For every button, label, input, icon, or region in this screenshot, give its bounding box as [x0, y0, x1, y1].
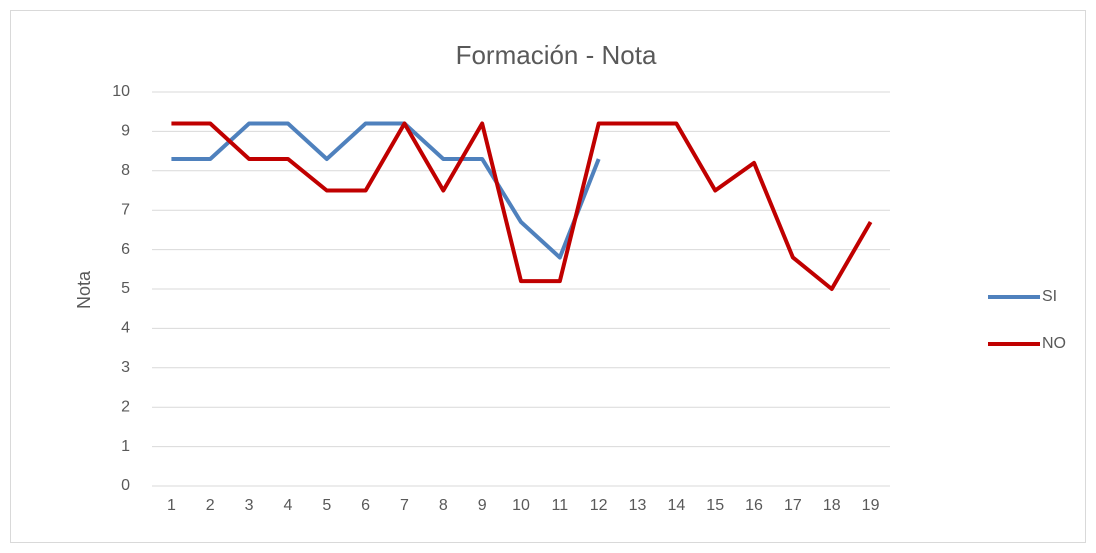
y-tick-label: 1 — [121, 438, 130, 455]
series-line — [171, 121, 873, 291]
y-tick-label: 5 — [121, 280, 130, 297]
x-tick-label: 3 — [245, 497, 254, 514]
y-tick-label: 6 — [121, 241, 130, 258]
y-axis-label: Nota — [74, 270, 94, 309]
x-tick-label: 5 — [322, 497, 331, 514]
chart-border — [10, 10, 1086, 543]
x-tick-label: 1 — [167, 497, 176, 514]
x-tick-label: 15 — [706, 497, 724, 514]
legend-label: SI — [1042, 288, 1057, 305]
y-tick-label: 10 — [112, 83, 130, 100]
x-tick-label: 6 — [361, 497, 370, 514]
x-tick-label: 11 — [552, 497, 569, 514]
x-tick-label: 14 — [667, 497, 685, 514]
y-tick-label: 2 — [121, 398, 130, 415]
x-tick-label: 17 — [784, 497, 802, 514]
y-tick-label: 3 — [121, 359, 130, 376]
x-tick-label: 13 — [629, 497, 647, 514]
x-tick-label: 16 — [745, 497, 763, 514]
x-tick-label: 12 — [590, 497, 608, 514]
y-tick-label: 7 — [121, 201, 130, 218]
x-tick-label: 4 — [283, 497, 292, 514]
x-tick-label: 10 — [512, 497, 530, 514]
x-tick-label: 9 — [478, 497, 487, 514]
legend-label: NO — [1042, 335, 1066, 352]
y-tick-label: 8 — [121, 162, 130, 179]
x-tick-label: 2 — [206, 497, 215, 514]
x-tick-label: 19 — [862, 497, 880, 514]
y-tick-label: 0 — [121, 477, 130, 494]
x-tick-label: 7 — [400, 497, 409, 514]
series-line — [171, 121, 601, 260]
y-tick-label: 9 — [121, 123, 130, 140]
y-tick-label: 4 — [121, 320, 130, 337]
x-tick-label: 8 — [439, 497, 448, 514]
chart-title: Formación - Nota — [456, 40, 657, 70]
x-tick-label: 18 — [823, 497, 841, 514]
